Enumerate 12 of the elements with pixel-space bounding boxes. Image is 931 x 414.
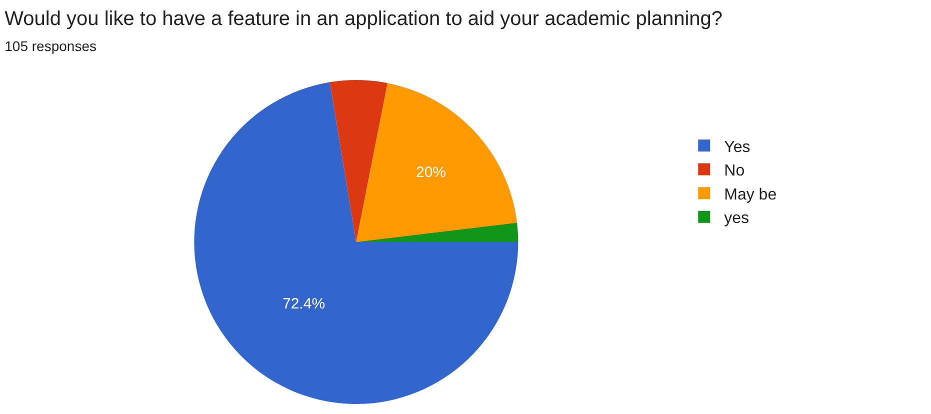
text: 105 responses	[4, 38, 96, 54]
pie-slice	[330, 80, 388, 242]
pie-slice	[356, 83, 518, 242]
data-label: 20%	[416, 164, 446, 182]
pie-slice	[194, 82, 518, 404]
legend-label: Yes	[724, 138, 750, 156]
chart-title: Would you like to have a feature in an application to aid your academic planning?	[4, 8, 723, 30]
data-label: 72.4%	[282, 295, 326, 312]
legend-label: May be	[724, 186, 777, 204]
legend-label: No	[724, 162, 745, 180]
pie-slice	[356, 222, 518, 242]
legend-label: yes	[724, 210, 750, 228]
